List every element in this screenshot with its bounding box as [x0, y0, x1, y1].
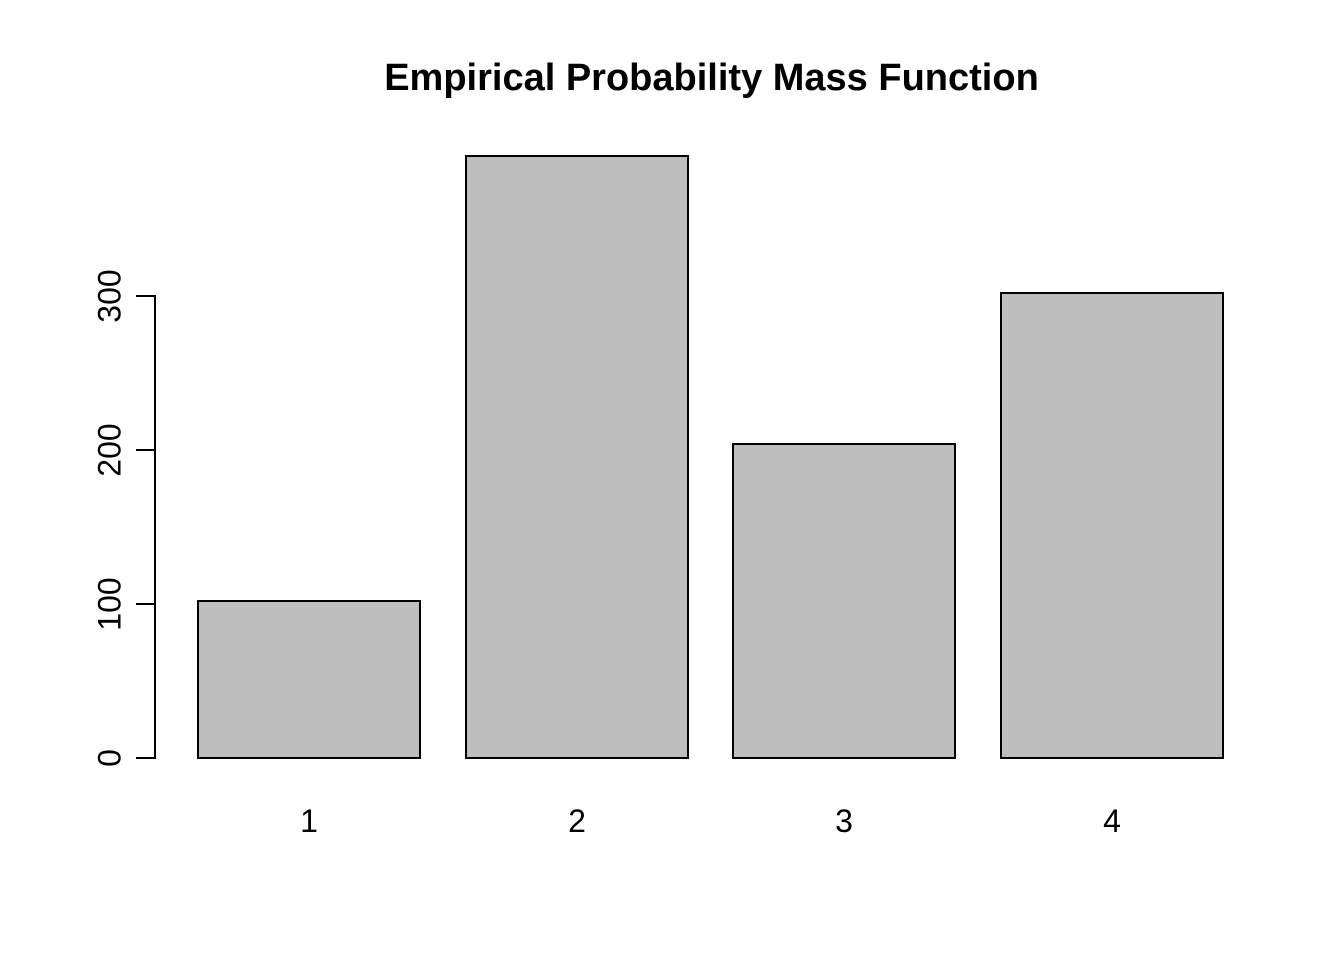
bar-1 — [197, 600, 421, 759]
bar-3 — [732, 443, 956, 759]
bar-2 — [465, 155, 689, 759]
y-tick-mark — [136, 757, 155, 759]
y-axis-line — [154, 295, 156, 759]
y-tick-label-text: 100 — [91, 576, 128, 631]
bar-4 — [1000, 292, 1224, 759]
x-tick-label-3: 3 — [835, 803, 853, 839]
x-tick-label-2: 2 — [568, 803, 586, 839]
y-tick-mark — [136, 603, 155, 605]
x-tick-label-1: 1 — [300, 803, 318, 839]
x-tick-label-4: 4 — [1103, 803, 1121, 839]
y-tick-label-text: 200 — [91, 422, 128, 477]
y-tick-mark — [136, 295, 155, 297]
y-tick-label-text: 0 — [91, 748, 128, 767]
y-tick-label-text: 300 — [91, 268, 128, 323]
y-tick-mark — [136, 449, 155, 451]
chart-title: Empirical Probability Mass Function — [384, 57, 1039, 99]
